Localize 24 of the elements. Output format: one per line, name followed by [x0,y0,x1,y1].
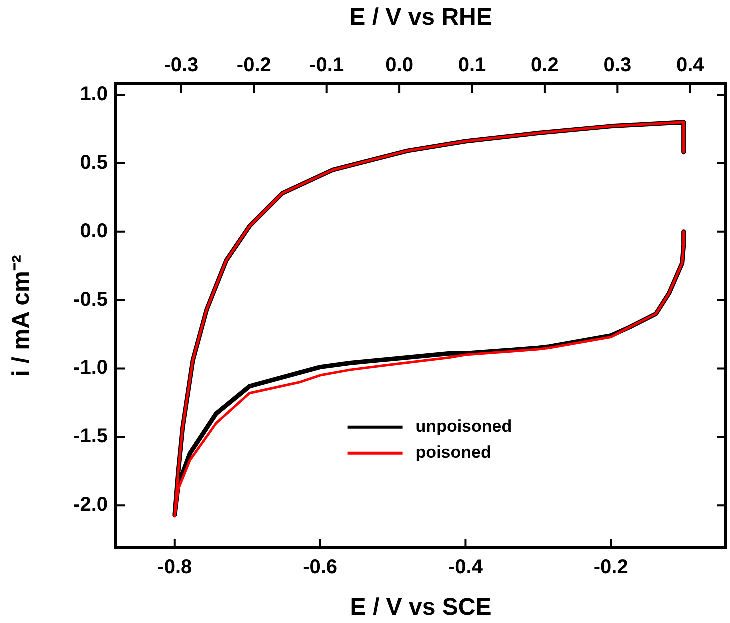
legend-label: unpoisoned [416,417,512,436]
y-tick-label: 0.0 [80,220,108,242]
y-tick-label: 1.0 [80,83,108,106]
x2-tick-label: 0.3 [604,54,632,77]
x2-tick-label: -0.2 [236,54,272,77]
x-tick-label: -0.8 [158,556,192,579]
x2-tick-label: -0.1 [310,54,344,77]
x2-axis-title: E / V vs RHE [350,4,492,32]
x2-tick-label: 0.4 [676,54,706,77]
y-axis-title: i / mA cm⁻² [8,255,36,377]
x2-tick-label: 0.1 [458,54,486,77]
y-tick-label: -0.5 [74,288,108,311]
x-tick-label: -0.6 [303,556,338,579]
x-axis-title: E / V vs SCE [350,594,492,622]
y-tick-label: -1.5 [74,426,108,448]
y-tick-label: -2.0 [74,494,108,516]
x2-tick-label: 0.2 [531,54,559,77]
x-tick-label: -0.2 [594,556,628,579]
x-tick-label: -0.4 [448,556,484,579]
y-tick-label: 0.5 [80,152,108,174]
y-tick-label: -1.0 [74,357,108,380]
legend-label: poisoned [416,443,492,462]
x2-tick-label: 0.0 [386,54,414,77]
x2-tick-label: -0.3 [164,54,199,77]
